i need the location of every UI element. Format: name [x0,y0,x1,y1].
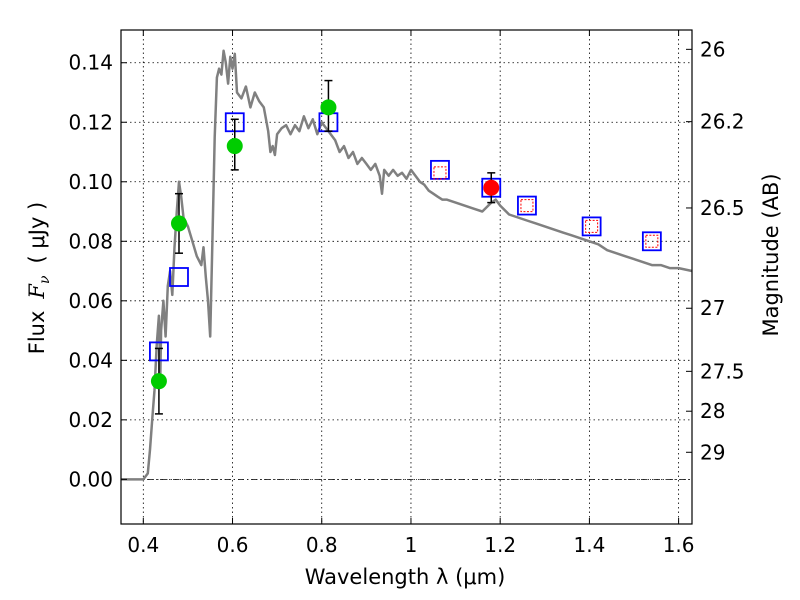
y-axis-label: FluxFν( μJy ) [25,202,53,354]
y-tick-label: 0.02 [68,408,113,432]
observed-circle-marker [226,138,243,155]
observed-square-marker [520,199,534,213]
x-tick-label: 0.8 [306,533,338,557]
y2-tick-label: 29 [700,440,725,464]
x-tick-label: 0.6 [217,533,249,557]
observed-circle-marker [483,179,500,196]
x-axis-label: Wavelength λ (μm) [305,565,506,589]
y-tick-label: 0.14 [68,51,113,75]
x-tick-label: 0.4 [127,533,159,557]
observed-square-marker [585,219,599,233]
plot-frame [120,29,693,525]
y-tick-label: 0.04 [68,348,113,372]
y-tick-label: 0.08 [68,229,113,253]
x-tick-label: 1.2 [484,533,516,557]
x-tick-label: 1.6 [663,533,695,557]
model-square-marker [641,231,662,252]
y2-tick-label: 26.5 [700,196,745,220]
spectrum-line [121,49,693,481]
y2-tick-label: 27 [700,296,725,320]
y2-axis-label: Magnitude (AB) [759,173,783,336]
series-layer [121,49,693,481]
x-tick-label: 1.4 [573,533,605,557]
observed-square-marker [433,166,447,180]
y-tick-label: 0.12 [68,110,113,134]
y-tick-label: 0.06 [68,289,113,313]
observed-circle-marker [320,99,337,116]
y2-tick-label: 26 [700,37,725,61]
model-square-marker [581,216,602,237]
axes-layer: 0.4 0.6 0.8 1 1.2 1.4 1.6 0.00 0.02 0.04 0.06 0.08 0… [68,30,745,557]
observed-circle-marker [150,373,167,390]
model-square-marker [517,195,537,216]
y-tick-label: 0.10 [68,170,113,194]
y2-tick-label: 27.5 [700,359,745,383]
y2-tick-label: 26.2 [700,110,745,134]
x-tick-label: 1 [405,533,418,557]
y-tick-label: 0.00 [68,467,113,491]
observed-square-marker [645,234,659,248]
model-square-marker [169,267,189,287]
observed-circle-marker [170,215,187,232]
y2-tick-label: 28 [700,399,725,423]
